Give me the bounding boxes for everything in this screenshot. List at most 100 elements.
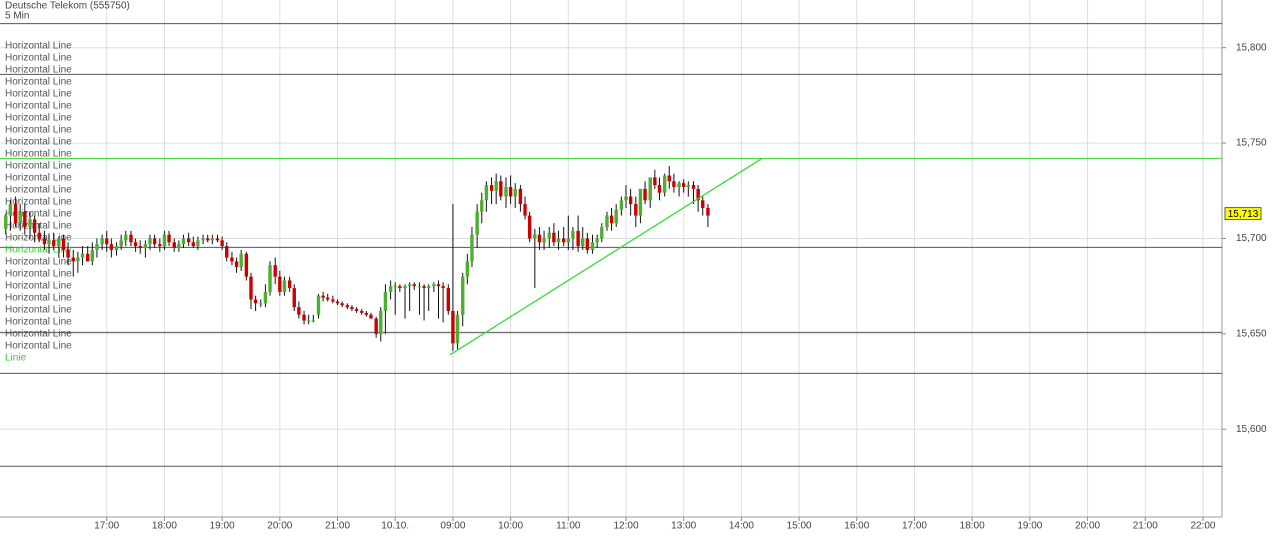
drawing-label: Horizontal Line (5, 281, 72, 292)
candle-body (436, 284, 441, 287)
candle-body (364, 312, 369, 315)
candle-body (379, 310, 383, 334)
trend-line (449, 157, 763, 356)
candle-body (4, 215, 8, 229)
candle-body (393, 286, 397, 288)
candle-body (542, 238, 546, 243)
candle-body (561, 238, 566, 243)
candle-body (441, 286, 445, 289)
candle-body (465, 261, 470, 277)
candle-body (129, 234, 133, 243)
x-tick-label: 12:00 (613, 521, 638, 532)
drawing-label: Horizontal Line (5, 221, 72, 232)
candle-body (643, 188, 647, 201)
candle-body (374, 318, 378, 334)
candle-body (426, 286, 431, 289)
candle-body (706, 207, 710, 216)
drawing-label: Horizontal Line (5, 341, 72, 352)
candle-body (585, 238, 590, 250)
candle-body (547, 232, 551, 239)
candle-body (609, 215, 614, 224)
y-tick-label: 15,700 (1236, 233, 1267, 244)
candle-body (148, 238, 152, 245)
last-price-box (1224, 207, 1262, 221)
candle-body (273, 265, 277, 277)
candle-body (282, 280, 287, 292)
candle-body (306, 320, 311, 322)
candle-body (114, 246, 119, 250)
drawing-label: Horizontal Line (5, 65, 72, 76)
candle-body (696, 188, 700, 201)
candle-body (253, 299, 258, 304)
y-tick-label: 15,800 (1236, 42, 1267, 53)
candle-body (210, 238, 215, 241)
candle-body (249, 276, 253, 300)
candle-body (95, 244, 99, 250)
candle-body (297, 307, 301, 315)
candle-body (32, 219, 37, 233)
candle-body (360, 310, 364, 313)
candle-body (455, 314, 460, 344)
candle-body (677, 183, 681, 187)
candle-body (196, 240, 200, 247)
x-tick-label: 17:00 (902, 521, 927, 532)
candle-body (470, 234, 474, 262)
candle-body (628, 196, 633, 205)
candle-body (13, 204, 18, 224)
candle-body (533, 234, 537, 239)
candle-body (552, 232, 556, 243)
candle-body (263, 291, 268, 304)
candle-body (191, 242, 195, 247)
drawing-label: Horizontal Line (5, 185, 72, 196)
candle-body (85, 253, 90, 262)
candle-body (287, 280, 292, 289)
drawing-label: Horizontal Line (5, 257, 72, 268)
candle-body (215, 238, 220, 241)
candle-body (18, 211, 22, 224)
drawing-label: Horizontal Line (5, 317, 72, 328)
candle-body (605, 215, 609, 228)
candle-body (143, 244, 148, 249)
candle-body (475, 211, 479, 235)
candle-body (576, 230, 580, 247)
x-tick-label: 20:00 (1075, 521, 1100, 532)
candle-body (484, 185, 489, 201)
candle-body (331, 299, 335, 302)
chart-subtitle: 5 Min (5, 11, 29, 22)
last-price-label: 15,713 (1228, 209, 1259, 220)
drawing-label: Horizontal Line (5, 77, 72, 88)
drawing-label: Horizontal Line (5, 161, 72, 172)
candle-body (311, 320, 315, 322)
drawing-label: Horizontal Line (5, 245, 72, 256)
candle-body (340, 303, 344, 306)
chart-title: Deutsche Telekom (555750) (5, 1, 130, 12)
candle-body (302, 314, 306, 321)
candle-body (316, 295, 321, 315)
candle-body (383, 291, 388, 311)
x-tick-label: 11:00 (556, 521, 581, 532)
candle-body (172, 242, 176, 249)
candle-body (47, 240, 51, 245)
candle-body (345, 305, 350, 308)
x-tick-label: 21:00 (325, 521, 350, 532)
drawing-label: Horizontal Line (5, 53, 72, 64)
candle-body (480, 200, 484, 212)
candle-body (124, 234, 128, 241)
candle-body (51, 240, 56, 247)
x-tick-label: 20:00 (267, 521, 292, 532)
candle-body (581, 238, 585, 247)
x-tick-label: 10.10. (381, 521, 409, 532)
candle-body (42, 238, 47, 245)
candle-body (152, 238, 157, 245)
candle-body (432, 284, 436, 287)
candle-body (614, 209, 618, 224)
x-tick-label: 19:00 (210, 521, 235, 532)
candle-body (66, 249, 70, 258)
candle-body (446, 288, 450, 311)
x-tick-label: 16:00 (844, 521, 869, 532)
candle-body (239, 253, 243, 268)
candle-body (244, 253, 249, 277)
candle-body (177, 244, 181, 249)
candle-body (206, 238, 210, 241)
